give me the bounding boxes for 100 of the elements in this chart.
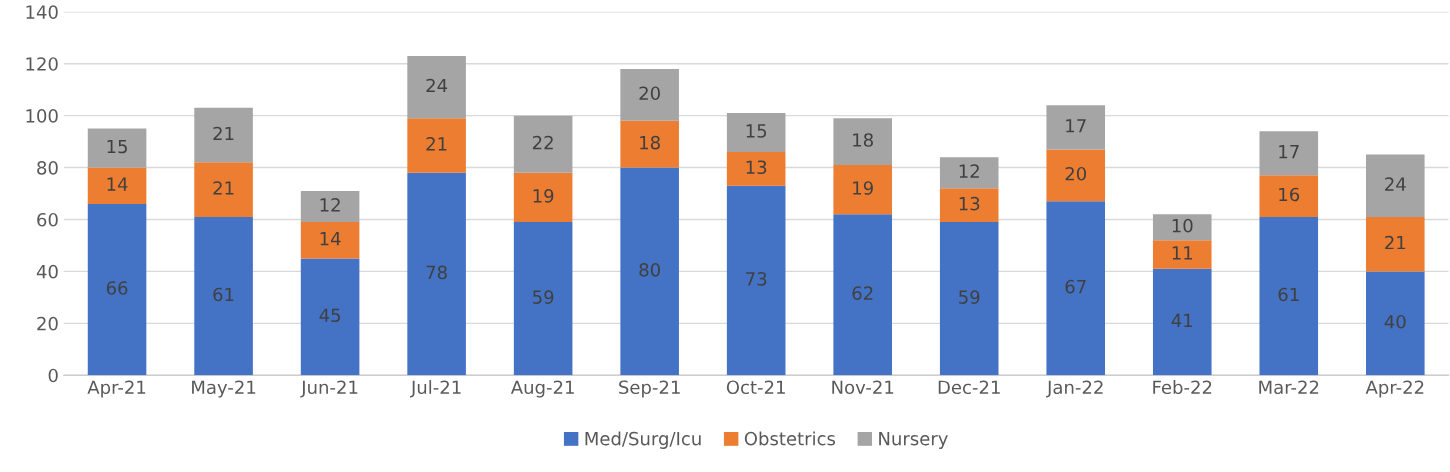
data-label: 59 [533, 290, 554, 304]
bar [407, 172, 466, 376]
bar [833, 164, 892, 215]
x-tick-label: Sep-21 [619, 380, 680, 398]
data-label: 20 [1065, 166, 1087, 181]
bar [726, 151, 786, 186]
data-label: 21 [426, 137, 447, 151]
bar [1046, 149, 1106, 202]
data-label: 12 [959, 164, 979, 178]
bar [1046, 105, 1106, 150]
data-label: 21 [213, 181, 234, 195]
data-label: 21 [213, 126, 234, 141]
bar [833, 118, 892, 165]
y-tick-label: 120 [26, 57, 58, 71]
bar [1366, 271, 1425, 376]
x-tick-label: Jan-22 [1046, 380, 1103, 398]
bar [513, 115, 573, 173]
data-label: 78 [426, 265, 447, 280]
data-label: 61 [213, 287, 234, 302]
bar [513, 172, 573, 223]
bar [300, 258, 360, 376]
legend-label: Med/Surg/Icu [585, 431, 701, 449]
bar [1152, 214, 1212, 241]
data-label: 13 [959, 196, 980, 211]
y-tick-label: 0 [48, 368, 58, 383]
data-label: 21 [1385, 235, 1406, 250]
bar [726, 185, 786, 376]
bar [620, 120, 679, 168]
y-tick-label: 80 [37, 161, 58, 175]
data-label: 80 [639, 262, 660, 277]
data-label: 16 [1279, 187, 1300, 202]
legend-label: Obstetrics [744, 431, 836, 446]
x-tick-label: Dec-21 [938, 380, 1000, 395]
data-label: 24 [1385, 177, 1406, 191]
y-tick-label: 140 [26, 5, 58, 19]
bar [1366, 154, 1425, 217]
x-tick-label: Aug-21 [510, 380, 574, 398]
data-label: 18 [640, 135, 660, 150]
data-label: 24 [426, 78, 448, 93]
x-tick-label: Apr-22 [1365, 380, 1424, 398]
data-label: 59 [959, 290, 980, 304]
bar [87, 128, 147, 168]
bar [194, 216, 253, 376]
x-tick-label: Apr-21 [87, 380, 146, 398]
x-tick-label: Feb-22 [1153, 380, 1212, 395]
data-label: 62 [852, 286, 873, 300]
data-label: 17 [1066, 119, 1086, 133]
x-tick-label: Mar-22 [1259, 380, 1319, 395]
bar [300, 190, 360, 223]
bar [1259, 175, 1319, 217]
data-label: 14 [107, 177, 128, 191]
bar [1366, 216, 1425, 272]
bar [939, 222, 999, 376]
legend-label: Nursery [879, 432, 948, 449]
data-label: 67 [1065, 279, 1086, 294]
bar [300, 222, 360, 259]
bar [407, 55, 466, 119]
y-tick-label: 20 [37, 316, 58, 331]
data-label: 66 [106, 281, 128, 295]
bar [1046, 201, 1106, 376]
x-tick-label: May-21 [192, 380, 256, 398]
data-label: 45 [319, 308, 341, 323]
data-label: 19 [533, 189, 554, 203]
bar [1152, 240, 1212, 269]
x-tick-label: Oct-21 [726, 380, 785, 395]
bar [513, 222, 573, 376]
data-label: 40 [1384, 314, 1406, 329]
data-label: 61 [1278, 287, 1299, 302]
data-label: 73 [746, 272, 767, 286]
x-tick-label: Nov-21 [832, 380, 894, 395]
bar [194, 162, 253, 217]
y-tick-label: 40 [36, 264, 58, 279]
bar [194, 107, 253, 163]
bar [1259, 131, 1319, 176]
bar [1152, 268, 1212, 376]
data-label: 15 [746, 124, 767, 138]
data-label: 11 [1172, 246, 1193, 260]
bar [1259, 216, 1319, 376]
data-label: 14 [320, 232, 341, 246]
bar [620, 68, 679, 121]
bar [726, 113, 786, 152]
data-label: 22 [532, 135, 553, 150]
data-label: 13 [746, 160, 767, 175]
bar [87, 203, 147, 376]
y-tick-label: 100 [26, 109, 58, 123]
bar [939, 157, 999, 189]
data-label: 12 [320, 198, 340, 212]
bar [939, 188, 999, 223]
data-label: 10 [1172, 218, 1193, 233]
data-label: 18 [853, 133, 873, 147]
data-label: 19 [853, 181, 873, 195]
data-label: 15 [107, 139, 127, 154]
data-label: 17 [1279, 145, 1299, 159]
bar [833, 214, 892, 376]
x-tick-label: Jul-21 [410, 380, 461, 398]
data-label: 41 [1171, 313, 1193, 327]
bar [87, 167, 147, 204]
data-label: 20 [639, 86, 660, 101]
x-tick-label: Jun-21 [300, 380, 358, 398]
y-tick-label: 60 [37, 212, 58, 227]
